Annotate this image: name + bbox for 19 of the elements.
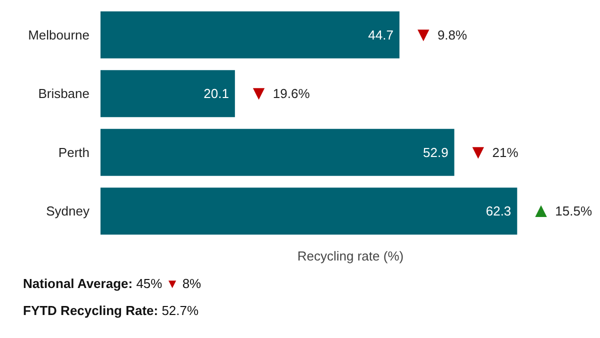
text: FYTD Recycling Rate: 52.7% [23,302,200,320]
bar [100,70,235,118]
text: National Average: 45% ▼ 8% [23,275,202,293]
data-label: 44.7 [368,27,394,42]
y-tick-label: Brisbane [38,86,90,102]
x-axis-title: Recycling rate (%) [297,248,404,264]
y-tick-label: Sydney [46,204,90,219]
y-tick-label: Perth [58,144,90,160]
annotation: ▲ 15.5% [531,200,592,222]
data-label: 52.9 [422,144,448,160]
bar [100,128,454,176]
bar [100,11,400,58]
y-tick-label: Melbourne [28,27,90,42]
data-label: 62.3 [486,204,512,219]
annotation: ▼ 9.8% [413,24,468,46]
annotation: ▼ 19.6% [248,82,310,105]
data-label: 20.1 [204,86,229,102]
annotation: ▼ 21% [468,141,519,164]
bar [100,188,518,235]
